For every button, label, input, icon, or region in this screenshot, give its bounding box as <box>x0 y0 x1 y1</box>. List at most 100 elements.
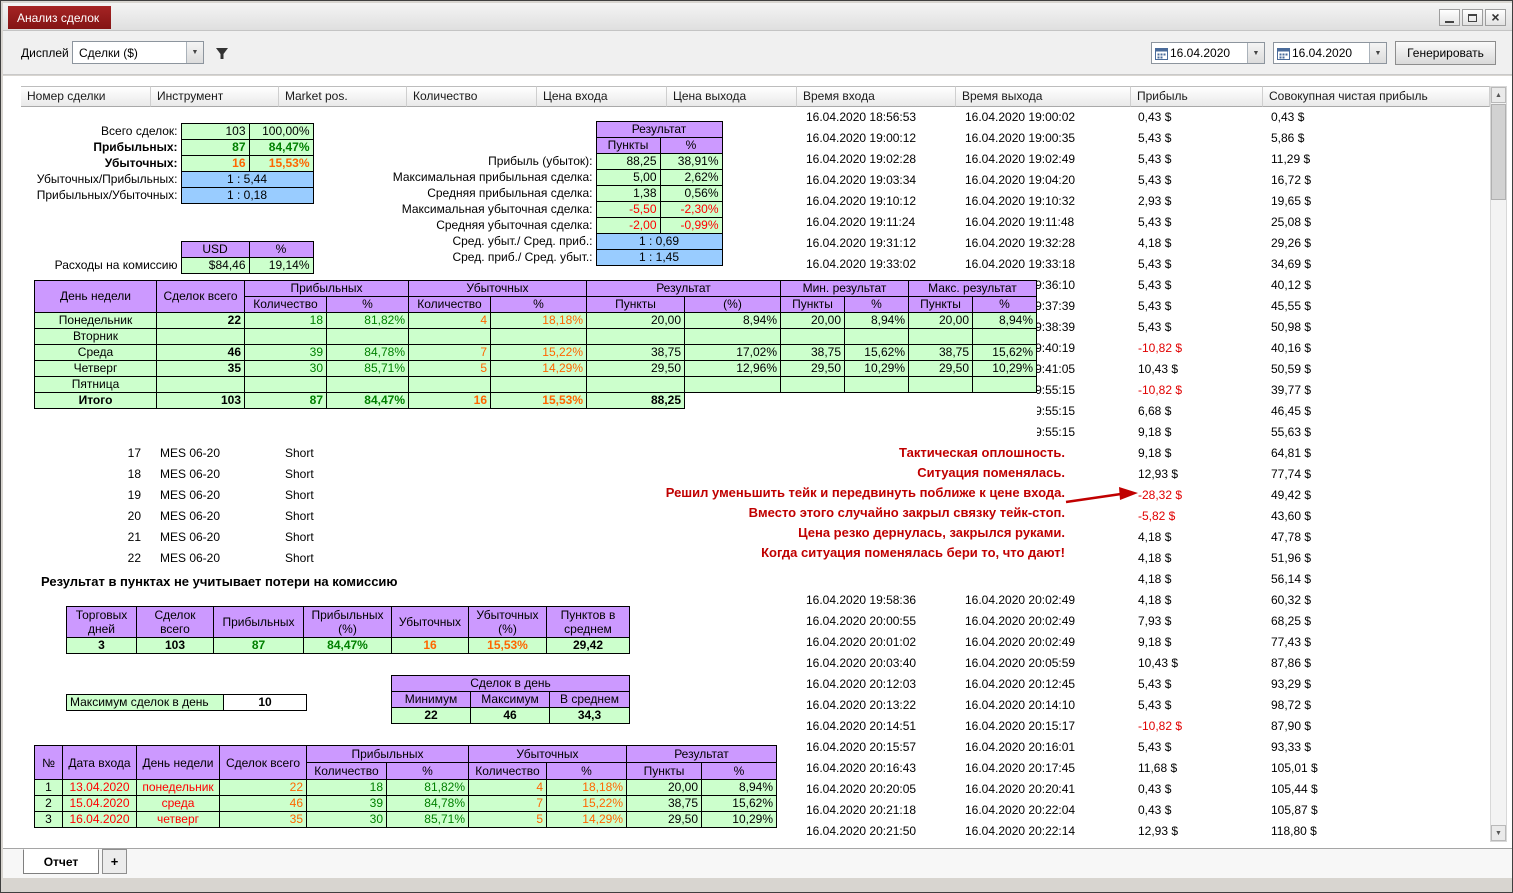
weekday-max-points: 20,00 <box>909 313 973 329</box>
display-select-value: Сделки ($) <box>73 46 186 60</box>
summary-stats-block: Всего сделок:103100,00% Прибыльных:8784,… <box>21 109 793 295</box>
grid-cell: 93,33 $ <box>1263 737 1490 758</box>
close-button[interactable] <box>1485 9 1506 26</box>
grid-cell: 9,18 $ <box>1131 422 1263 443</box>
annotation-text: Тактическая оплошность. Ситуация поменял… <box>599 443 1065 563</box>
weekday-loss-pct <box>491 329 587 345</box>
grid-cell: 16.04.2020 20:05:59 <box>956 653 1131 674</box>
daily-stats-header: Прибыльных <box>214 607 304 638</box>
grid-cell: -10,82 $ <box>1131 716 1263 737</box>
vertical-scrollbar[interactable]: ▲ ▼ <box>1490 86 1507 842</box>
grid-cell: 10,43 $ <box>1131 653 1263 674</box>
column-header-2[interactable]: Market pos. <box>279 86 407 107</box>
weekday-name: Среда <box>35 345 157 361</box>
grid-cell: 5,43 $ <box>1131 128 1263 149</box>
loss-win-ratio-label: Убыточных/Прибыльных: <box>26 172 181 188</box>
grid-cell: 16.04.2020 20:03:40 <box>797 653 956 674</box>
grid-cell: 19 <box>21 485 151 506</box>
days-header: День недели <box>137 746 220 780</box>
grid-cell: 16.04.2020 20:13:22 <box>797 695 956 716</box>
maximize-button[interactable] <box>1462 9 1483 26</box>
column-header-0[interactable]: Номер сделки <box>21 86 151 107</box>
trade-analysis-window: Анализ сделок Дисплей Сделки ($) ▼ 16.04… <box>0 0 1513 893</box>
day-date: 16.04.2020 <box>63 812 137 828</box>
weekday-win <box>245 329 327 345</box>
daily-stats-header: Торговых дней <box>67 607 137 638</box>
column-header-8[interactable]: Прибыль <box>1131 86 1263 107</box>
weekday-subheader: % <box>491 297 587 313</box>
column-header-9[interactable]: Совокупная чистая прибыль <box>1263 86 1490 107</box>
column-header-1[interactable]: Инструмент <box>151 86 279 107</box>
column-header-3[interactable]: Количество <box>407 86 537 107</box>
day-points: 29,50 <box>627 812 702 828</box>
result-row-pct: 2,62% <box>660 170 722 186</box>
grid-cell: 56,14 $ <box>1263 569 1490 590</box>
scrollbar-thumb[interactable] <box>1491 104 1506 200</box>
grid-cell: 16.04.2020 20:17:45 <box>956 758 1131 779</box>
result-row-ratio: 1 : 0,69 <box>596 234 722 250</box>
grid-cell: 5,43 $ <box>1131 737 1263 758</box>
day-pct: 15,62% <box>702 796 777 812</box>
scroll-up-icon[interactable]: ▲ <box>1491 87 1506 103</box>
weekday-subheader: Пункты <box>781 297 845 313</box>
grid-cell: 118,80 $ <box>1263 821 1490 842</box>
grid-cell: 16.04.2020 19:58:36 <box>797 590 956 611</box>
grid-cell: 16,72 $ <box>1263 170 1490 191</box>
weekday-total <box>157 377 245 393</box>
grid-cell: 105,44 $ <box>1263 779 1490 800</box>
weekday-name: Понедельник <box>35 313 157 329</box>
column-header-7[interactable]: Время выхода <box>956 86 1131 107</box>
per-day-value: 34,3 <box>550 708 630 724</box>
grid-cell: 19,65 $ <box>1263 191 1490 212</box>
weekday-win: 39 <box>245 345 327 361</box>
grid-cell: 4,18 $ <box>1131 569 1263 590</box>
annotation-line: Вместо этого случайно закрыл связку тейк… <box>599 503 1065 523</box>
day-win-pct: 85,71% <box>387 812 469 828</box>
grid-cell: 40,12 $ <box>1263 275 1490 296</box>
column-header-6[interactable]: Время входа <box>797 86 956 107</box>
date-from-picker[interactable]: 16.04.2020 ▼ <box>1151 42 1265 64</box>
add-tab-button[interactable]: + <box>102 849 127 874</box>
grid-cell: -5,82 $ <box>1131 506 1263 527</box>
grid-cell: 0,43 $ <box>1263 107 1490 128</box>
grid-cell: 87,86 $ <box>1263 653 1490 674</box>
tab-report[interactable]: Отчет <box>23 849 99 874</box>
grid-cell: 11,29 $ <box>1263 149 1490 170</box>
grid-cell: -28,32 $ <box>1131 485 1263 506</box>
weekday-row: Понедельник221881,82%418,18%20,008,94%20… <box>35 313 1037 329</box>
generate-button[interactable]: Генерировать <box>1395 41 1496 65</box>
grid-cell: 93,29 $ <box>1263 674 1490 695</box>
grid-cell: 16.04.2020 20:15:57 <box>797 737 956 758</box>
weekday-points: 38,75 <box>587 345 685 361</box>
result-row-label: Средняя убыточная сделка: <box>381 218 596 234</box>
column-header-4[interactable]: Цена входа <box>537 86 667 107</box>
grid-cell: 16.04.2020 20:21:18 <box>797 800 956 821</box>
grid-cell: 16.04.2020 19:31:12 <box>797 233 956 254</box>
scroll-down-icon[interactable]: ▼ <box>1491 825 1506 841</box>
day-points: 20,00 <box>627 780 702 796</box>
display-select[interactable]: Сделки ($) ▼ <box>72 41 204 64</box>
window-controls <box>1439 9 1506 26</box>
calendar-icon <box>1152 47 1170 60</box>
grid-cell: 77,74 $ <box>1263 464 1490 485</box>
grid-cell: 5,43 $ <box>1131 212 1263 233</box>
minimize-button[interactable] <box>1439 9 1460 26</box>
date-to-picker[interactable]: 16.04.2020 ▼ <box>1273 42 1387 64</box>
grid-cell: 5,43 $ <box>1131 254 1263 275</box>
weekday-win-pct: 85,71% <box>327 361 409 377</box>
grid-cell: 29,26 $ <box>1263 233 1490 254</box>
day-n: 2 <box>35 796 63 812</box>
grid-cell: 5,43 $ <box>1131 149 1263 170</box>
days-subheader: % <box>387 763 469 780</box>
titlebar[interactable]: Анализ сделок <box>3 3 1512 31</box>
weekday-row: Пятница <box>35 377 1037 393</box>
grid-cell: 5,43 $ <box>1131 695 1263 716</box>
grid-cell: 16.04.2020 20:20:41 <box>956 779 1131 800</box>
grid-cell: 0,43 $ <box>1131 779 1263 800</box>
grid-cell: 11,68 $ <box>1131 758 1263 779</box>
column-header-5[interactable]: Цена выхода <box>667 86 797 107</box>
grid-cell: 7,93 $ <box>1131 611 1263 632</box>
tab-bar: Отчет + <box>3 848 1512 878</box>
grid-cell: 5,43 $ <box>1131 317 1263 338</box>
filter-button[interactable] <box>212 44 232 64</box>
